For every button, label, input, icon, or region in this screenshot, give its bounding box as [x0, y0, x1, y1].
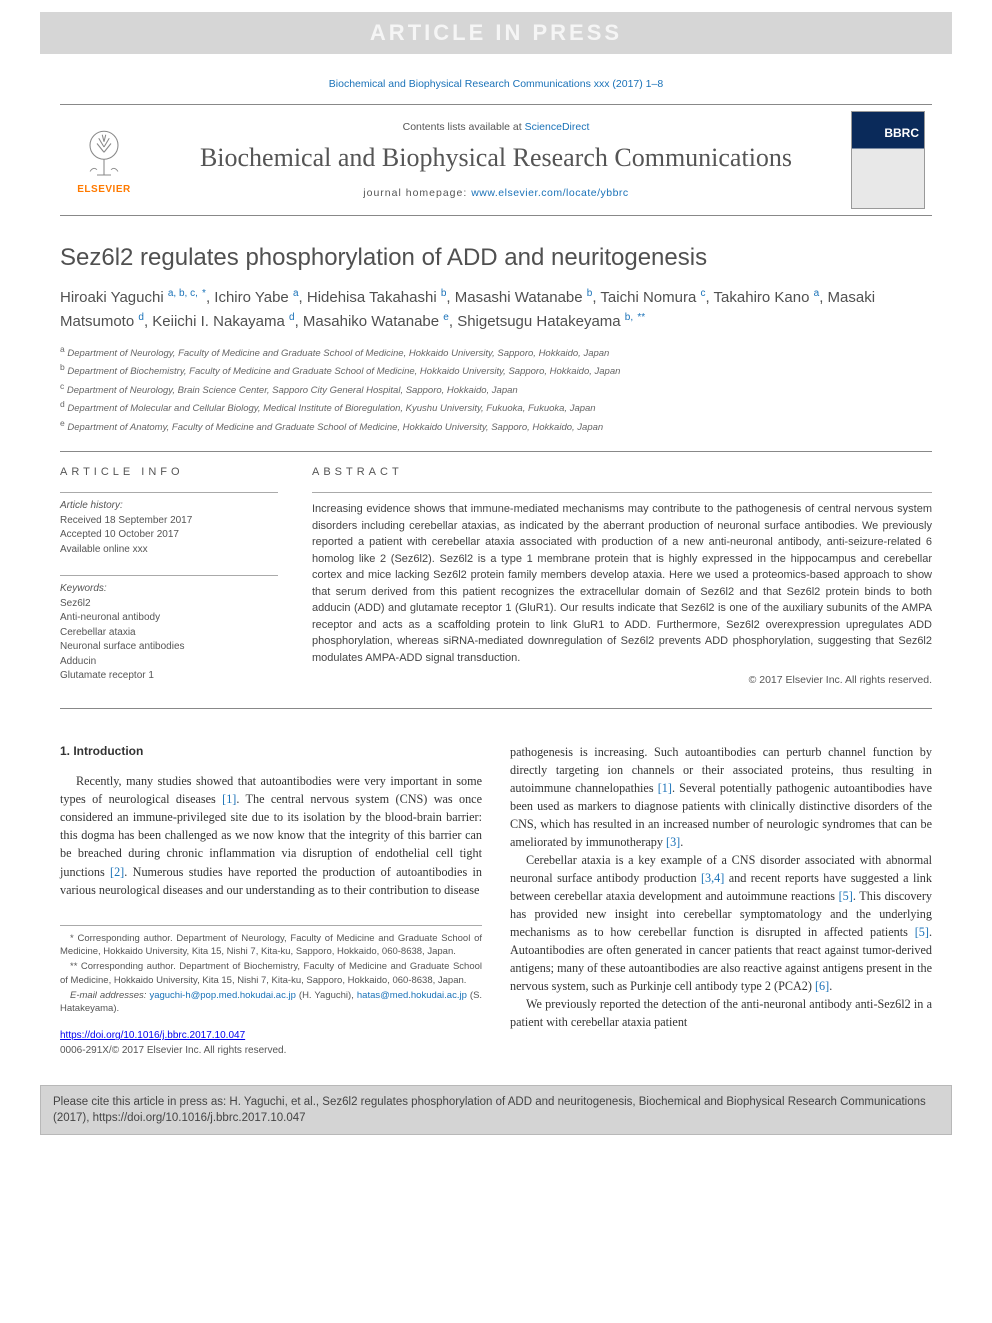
affiliation: d Department of Molecular and Cellular B… [60, 398, 932, 416]
email-link[interactable]: yaguchi-h@pop.med.hokudai.ac.jp [149, 990, 295, 1001]
abstract-copyright: © 2017 Elsevier Inc. All rights reserved… [312, 674, 932, 686]
abstract-text: Increasing evidence shows that immune-me… [312, 501, 932, 666]
keywords-block: Keywords: Sez6l2 Anti-neuronal antibody … [60, 582, 278, 684]
keyword: Cerebellar ataxia [60, 626, 278, 641]
ref-link[interactable]: [3,4] [701, 871, 724, 885]
history-item: Available online xxx [60, 543, 278, 558]
article-info-col: ARTICLE INFO Article history: Received 1… [60, 466, 278, 702]
history-label: Article history: [60, 499, 278, 514]
ref-link[interactable]: [1] [222, 792, 236, 806]
masthead: ELSEVIER Contents lists available at Sci… [60, 104, 932, 216]
homepage-link[interactable]: www.elsevier.com/locate/ybbrc [471, 187, 628, 199]
ref-link[interactable]: [3] [666, 835, 680, 849]
keyword: Adducin [60, 655, 278, 670]
body-col-left: 1. Introduction Recently, many studies s… [60, 743, 482, 1059]
keyword: Anti-neuronal antibody [60, 611, 278, 626]
email-footnote: E-mail addresses: yaguchi-h@pop.med.hoku… [60, 989, 482, 1017]
cite-this-article-box: Please cite this article in press as: H.… [40, 1085, 952, 1135]
issn-line: 0006-291X/© 2017 Elsevier Inc. All right… [60, 1044, 482, 1059]
masthead-center: Contents lists available at ScienceDirec… [148, 105, 844, 215]
sciencedirect-link[interactable]: ScienceDirect [525, 121, 590, 133]
history-block: Article history: Received 18 September 2… [60, 499, 278, 557]
ref-link[interactable]: [1] [658, 781, 672, 795]
article-title: Sez6l2 regulates phosphorylation of ADD … [60, 244, 932, 272]
journal-cover-thumb: BBRC [851, 111, 925, 209]
keyword: Neuronal surface antibodies [60, 640, 278, 655]
elsevier-tree-icon [76, 126, 132, 182]
journal-name: Biochemical and Biophysical Research Com… [200, 143, 792, 173]
history-item: Accepted 10 October 2017 [60, 528, 278, 543]
publisher-block: ELSEVIER [60, 105, 148, 215]
affiliation: c Department of Neurology, Brain Science… [60, 380, 932, 398]
author: Taichi Nomura c [600, 289, 705, 306]
doi-link[interactable]: https://doi.org/10.1016/j.bbrc.2017.10.0… [60, 1030, 245, 1041]
author-list: Hiroaki Yaguchi a, b, c, *, Ichiro Yabe … [60, 286, 932, 333]
author: Hiroaki Yaguchi a, b, c, * [60, 289, 206, 306]
footnotes: * Corresponding author. Department of Ne… [60, 925, 482, 1018]
affiliation-list: a Department of Neurology, Faculty of Me… [60, 343, 932, 435]
masthead-right: BBRC [844, 105, 932, 215]
body-text: We previously reported the detection of … [510, 997, 932, 1029]
contents-prefix: Contents lists available at [403, 121, 525, 133]
body-columns: 1. Introduction Recently, many studies s… [60, 743, 932, 1059]
abstract-col: ABSTRACT Increasing evidence shows that … [312, 466, 932, 702]
author: Shigetsugu Hatakeyama b, ** [457, 313, 645, 330]
page: Biochemical and Biophysical Research Com… [0, 54, 992, 1071]
body-col-right: pathogenesis is increasing. Such autoant… [510, 743, 932, 1059]
corresponding-footnote: * Corresponding author. Department of Ne… [60, 932, 482, 960]
author: Masahiko Watanabe e [303, 313, 449, 330]
body-text: . Numerous studies have reported the pro… [60, 865, 482, 897]
author: Takahiro Kano a [714, 289, 820, 306]
info-abstract-row: ARTICLE INFO Article history: Received 1… [60, 452, 932, 708]
email-label: E-mail addresses: [70, 990, 146, 1001]
ref-link[interactable]: [2] [110, 865, 124, 879]
corresponding-footnote: ** Corresponding author. Department of B… [60, 960, 482, 988]
cover-abbrev: BBRC [884, 126, 919, 140]
author: Ichiro Yabe a [214, 289, 298, 306]
top-citation: Biochemical and Biophysical Research Com… [60, 78, 932, 90]
author: Keiichi I. Nakayama d [152, 313, 294, 330]
affiliation: e Department of Anatomy, Faculty of Medi… [60, 417, 932, 435]
keyword: Sez6l2 [60, 597, 278, 612]
email-who: (H. Yaguchi), [299, 990, 354, 1001]
homepage-line: journal homepage: www.elsevier.com/locat… [363, 187, 628, 199]
in-press-banner: ARTICLE IN PRESS [40, 12, 952, 54]
keywords-label: Keywords: [60, 582, 278, 597]
ref-link[interactable]: [5] [915, 925, 929, 939]
author: Hidehisa Takahashi b [307, 289, 447, 306]
body-text: . [680, 835, 683, 849]
rule [60, 708, 932, 709]
affiliation: a Department of Neurology, Faculty of Me… [60, 343, 932, 361]
history-item: Received 18 September 2017 [60, 514, 278, 529]
homepage-prefix: journal homepage: [363, 187, 471, 199]
keyword: Glutamate receptor 1 [60, 669, 278, 684]
ref-link[interactable]: [6] [815, 979, 829, 993]
article-info-heading: ARTICLE INFO [60, 466, 278, 478]
section-heading: 1. Introduction [60, 743, 482, 761]
affiliation: b Department of Biochemistry, Faculty of… [60, 361, 932, 379]
contents-line: Contents lists available at ScienceDirec… [403, 121, 590, 133]
publisher-name: ELSEVIER [77, 184, 130, 195]
email-link[interactable]: hatas@med.hokudai.ac.jp [357, 990, 467, 1001]
body-text: . [829, 979, 832, 993]
ref-link[interactable]: [5] [839, 889, 853, 903]
author: Masashi Watanabe b [455, 289, 593, 306]
abstract-heading: ABSTRACT [312, 466, 932, 478]
